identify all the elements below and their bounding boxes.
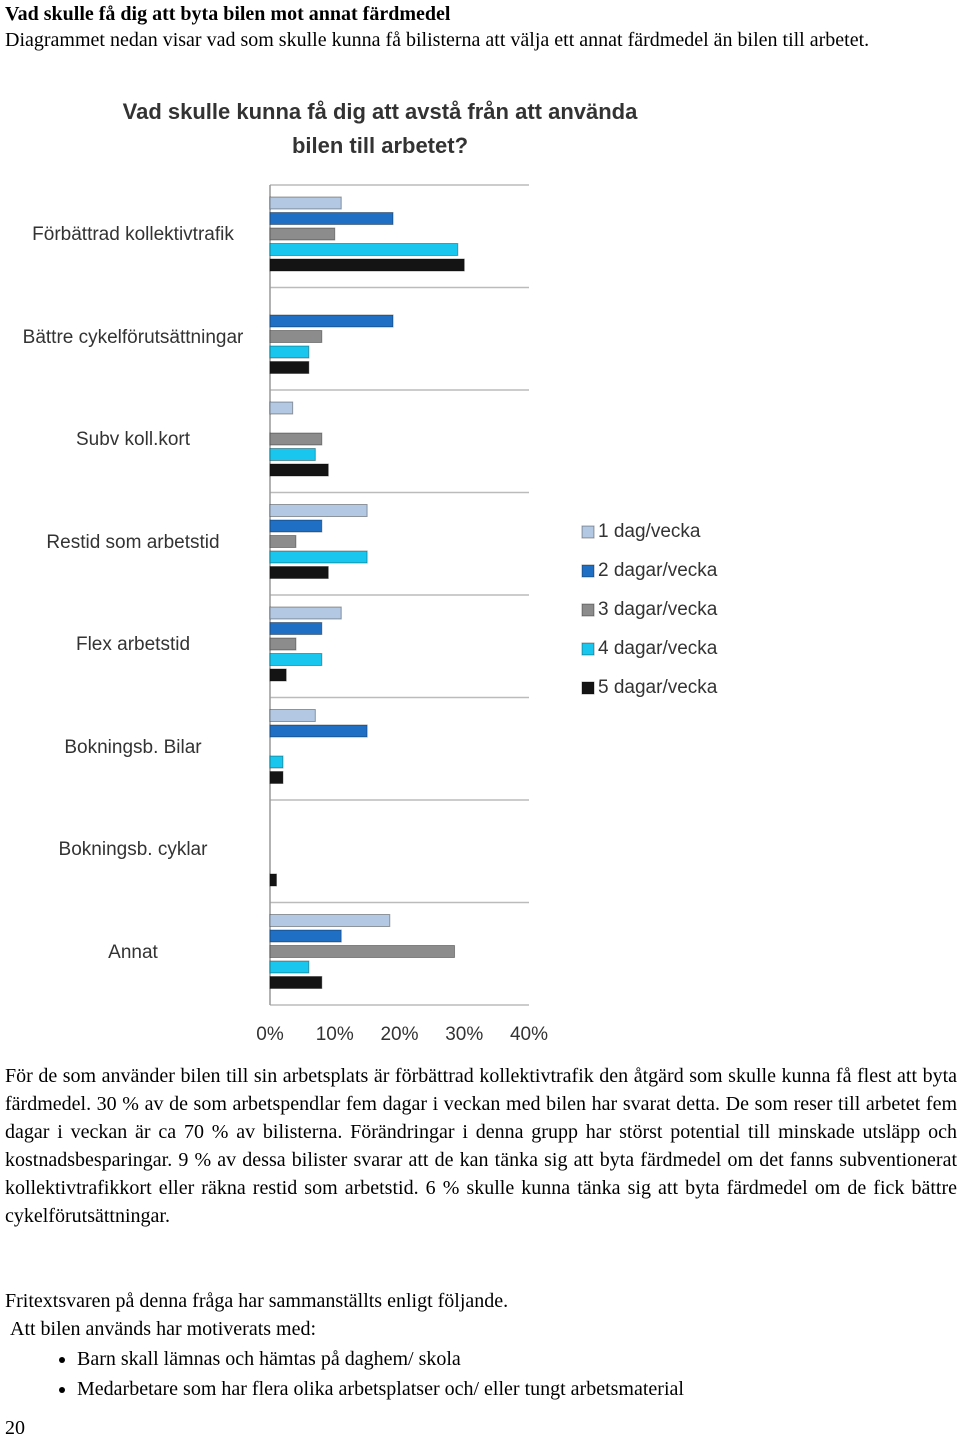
bar — [269, 196, 342, 210]
bar — [269, 771, 284, 784]
bar — [269, 243, 459, 256]
bar — [269, 914, 391, 927]
bar — [269, 432, 323, 446]
bar — [269, 345, 310, 359]
bullet-list: Barn skall lämnas och hämtas på daghem/ … — [5, 1344, 684, 1404]
heading: Vad skulle få dig att byta bilen mot ann… — [5, 3, 451, 25]
category-label: Annat — [108, 941, 158, 963]
bar — [269, 227, 336, 241]
page-number: 20 — [5, 1417, 25, 1438]
chart: 0% 10% 20% 30% 40% 1 dag/vecka 2 dagar/vecka 3 … — [256, 184, 718, 1045]
bar — [269, 960, 310, 974]
bar — [269, 448, 316, 461]
bar — [269, 463, 329, 477]
intro: Diagrammet nedan visar vad som skulle ku… — [5, 29, 870, 51]
bar — [269, 724, 368, 738]
category-label: Bokningsb. cyklar — [58, 839, 208, 860]
x-tick-label: 30% — [445, 1024, 483, 1045]
bar — [269, 330, 323, 343]
bar — [269, 929, 342, 943]
list-item: Medarbetare som har flera olika arbetspl… — [77, 1374, 684, 1404]
x-tick-label: 0% — [256, 1024, 284, 1045]
category-label: Bättre cykelförutsättningar — [22, 326, 244, 348]
bar — [269, 637, 297, 651]
bar — [269, 668, 287, 682]
x-tick-label: 20% — [380, 1024, 418, 1045]
bar — [269, 945, 456, 958]
paragraph: Att bilen används har motiverats med: — [10, 1318, 317, 1340]
bar — [269, 361, 310, 374]
bar — [269, 258, 465, 272]
category-label: Flex arbetstid — [75, 634, 191, 655]
bar — [269, 550, 368, 564]
bar — [269, 873, 277, 887]
bar — [269, 653, 323, 666]
legend-marker — [581, 681, 595, 695]
category-label: Förbättrad kollektivtrafik — [32, 224, 234, 245]
bar — [269, 519, 323, 533]
legend-label: 5 dagar/vecka — [598, 677, 718, 698]
bar — [269, 212, 394, 225]
x-tick-label: 40% — [510, 1024, 548, 1045]
x-tick-label: 10% — [316, 1024, 354, 1045]
chart-title: Vad skulle kunna få dig att avstå från a… — [122, 99, 638, 158]
legend-label: 1 dag/vecka — [598, 521, 701, 542]
legend-label: 2 dagar/vecka — [598, 560, 718, 581]
legend-label: 4 dagar/vecka — [598, 638, 718, 659]
bar — [269, 622, 323, 635]
category-label: Restid som arbetstid — [46, 531, 220, 553]
list-item: Barn skall lämnas och hämtas på daghem/ … — [77, 1344, 684, 1374]
bar — [269, 976, 323, 989]
bar — [269, 504, 368, 517]
category-label: Subv koll.kort — [75, 429, 191, 450]
bar — [269, 566, 329, 579]
legend-marker — [581, 642, 595, 656]
legend-marker — [581, 564, 595, 578]
bar — [269, 755, 284, 769]
bar — [269, 606, 342, 620]
legend-marker — [581, 525, 595, 539]
bar — [269, 535, 297, 548]
bar — [269, 314, 394, 328]
paragraph: Fritextsvaren på denna fråga har sammans… — [5, 1290, 509, 1312]
bar — [269, 401, 294, 415]
paragraph: För de som använder bilen till sin arbet… — [5, 1065, 957, 1227]
legend-marker — [581, 603, 595, 617]
bar — [269, 709, 316, 722]
legend-label: 3 dagar/vecka — [598, 599, 718, 620]
category-label: Bokningsb. Bilar — [64, 736, 202, 758]
